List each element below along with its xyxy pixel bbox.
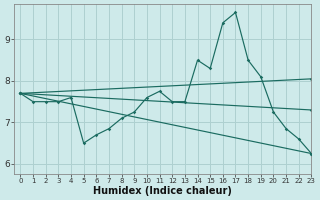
X-axis label: Humidex (Indice chaleur): Humidex (Indice chaleur) <box>93 186 232 196</box>
